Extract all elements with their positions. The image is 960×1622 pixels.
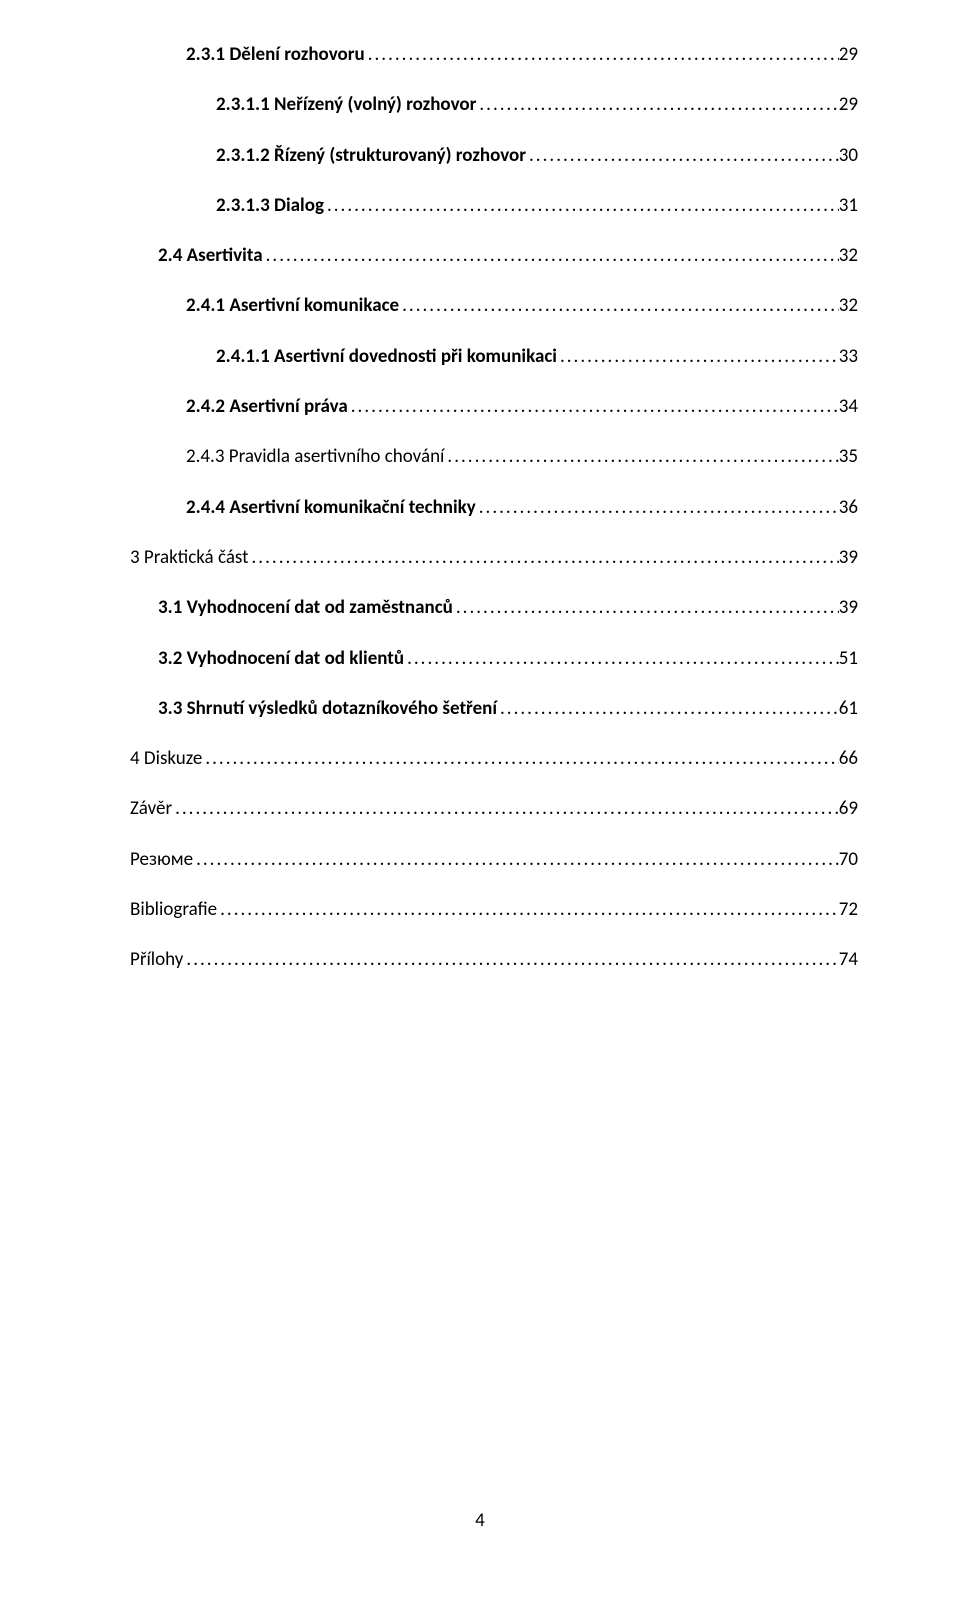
toc-entry: 2.4.1 Asertivní komunikace 32 [186,295,858,318]
toc-entry-label: 3.1 Vyhodnocení dat od zaměstnanců [158,597,453,620]
toc-entry-page: 70 [839,849,858,872]
toc-leader-dots [476,94,838,117]
toc-entry-page: 39 [839,547,858,570]
toc-entry-label: 2.4.2 Asertivní práva [186,396,348,419]
toc-leader-dots [557,346,839,369]
toc-entry-page: 39 [839,597,858,620]
toc-entry: Bibliografie 72 [130,899,858,922]
toc-leader-dots [365,44,839,67]
toc-leader-dots [497,698,839,721]
toc-entry-page: 29 [839,44,858,67]
toc-entry-label: Přílohy [130,949,183,972]
toc-entry-page: 30 [839,145,858,168]
toc-entry-label: Závěr [130,798,172,821]
toc-leader-dots [263,245,839,268]
toc-entry: 2.3.1.2 Řízený (strukturovaný) rozhovor … [216,145,858,168]
table-of-contents: 2.3.1 Dělení rozhovoru 292.3.1.1 Neřízen… [130,44,858,972]
toc-entry-page: 61 [839,698,858,721]
toc-entry-page: 66 [839,748,858,771]
toc-entry: Přílohy 74 [130,949,858,972]
toc-entry-label: 2.4.4 Asertivní komunikační techniky [186,497,476,520]
toc-entry-page: 69 [839,798,858,821]
toc-leader-dots [217,899,839,922]
toc-entry-label: 4 Diskuze [130,748,202,771]
toc-entry-page: 32 [839,295,858,318]
toc-entry: 2.4.4 Asertivní komunikační techniky 36 [186,497,858,520]
toc-leader-dots [453,597,839,620]
toc-entry-label: 2.3.1.3 Dialog [216,195,324,218]
toc-entry-label: 2.3.1.1 Neřízený (volný) rozhovor [216,94,476,117]
toc-entry-label: 2.4.1 Asertivní komunikace [186,295,399,318]
toc-entry-label: 3.2 Vyhodnocení dat od klientů [158,648,404,671]
toc-leader-dots [348,396,839,419]
toc-leader-dots [183,949,838,972]
toc-entry: 2.3.1.1 Neřízený (volný) rozhovor 29 [216,94,858,117]
toc-entry-label: Резюме [130,849,193,872]
page-number: 4 [0,1509,960,1532]
toc-entry: 2.4.3 Pravidla asertivního chování 35 [186,446,858,469]
toc-entry-label: Bibliografie [130,899,217,922]
toc-entry: 3.3 Shrnutí výsledků dotazníkového šetře… [158,698,858,721]
toc-entry-page: 34 [839,396,858,419]
toc-entry: 2.3.1 Dělení rozhovoru 29 [186,44,858,67]
toc-entry-page: 74 [839,949,858,972]
toc-entry-page: 36 [839,497,858,520]
toc-entry: 2.3.1.3 Dialog 31 [216,195,858,218]
toc-leader-dots [444,446,838,469]
toc-entry: Резюме 70 [130,849,858,872]
toc-entry-page: 33 [839,346,858,369]
toc-entry-label: 2.3.1.2 Řízený (strukturovaný) rozhovor [216,145,526,168]
toc-entry: 3.1 Vyhodnocení dat od zaměstnanců 39 [158,597,858,620]
toc-leader-dots [399,295,839,318]
toc-entry: 2.4 Asertivita 32 [158,245,858,268]
toc-entry-page: 31 [839,195,858,218]
toc-leader-dots [172,798,839,821]
toc-leader-dots [526,145,839,168]
toc-entry-page: 72 [839,899,858,922]
toc-entry-label: 3 Praktická část [130,547,249,570]
toc-leader-dots [324,195,839,218]
toc-entry-page: 35 [839,446,858,469]
toc-entry: 3.2 Vyhodnocení dat od klientů 51 [158,648,858,671]
toc-entry-label: 3.3 Shrnutí výsledků dotazníkového šetře… [158,698,497,721]
toc-entry: Závěr 69 [130,798,858,821]
page: 2.3.1 Dělení rozhovoru 292.3.1.1 Neřízen… [0,0,960,1622]
toc-entry-page: 29 [839,94,858,117]
toc-entry: 4 Diskuze 66 [130,748,858,771]
toc-entry-label: 2.4.3 Pravidla asertivního chování [186,446,444,469]
toc-entry-label: 2.3.1 Dělení rozhovoru [186,44,365,67]
toc-entry: 3 Praktická část 39 [130,547,858,570]
toc-entry-page: 32 [839,245,858,268]
toc-leader-dots [202,748,838,771]
toc-entry: 2.4.1.1 Asertivní dovednosti při komunik… [216,346,858,369]
toc-leader-dots [476,497,839,520]
toc-entry-page: 51 [839,648,858,671]
toc-leader-dots [404,648,839,671]
toc-leader-dots [249,547,839,570]
toc-entry: 2.4.2 Asertivní práva 34 [186,396,858,419]
toc-entry-label: 2.4 Asertivita [158,245,263,268]
toc-entry-label: 2.4.1.1 Asertivní dovednosti při komunik… [216,346,557,369]
toc-leader-dots [193,849,839,872]
